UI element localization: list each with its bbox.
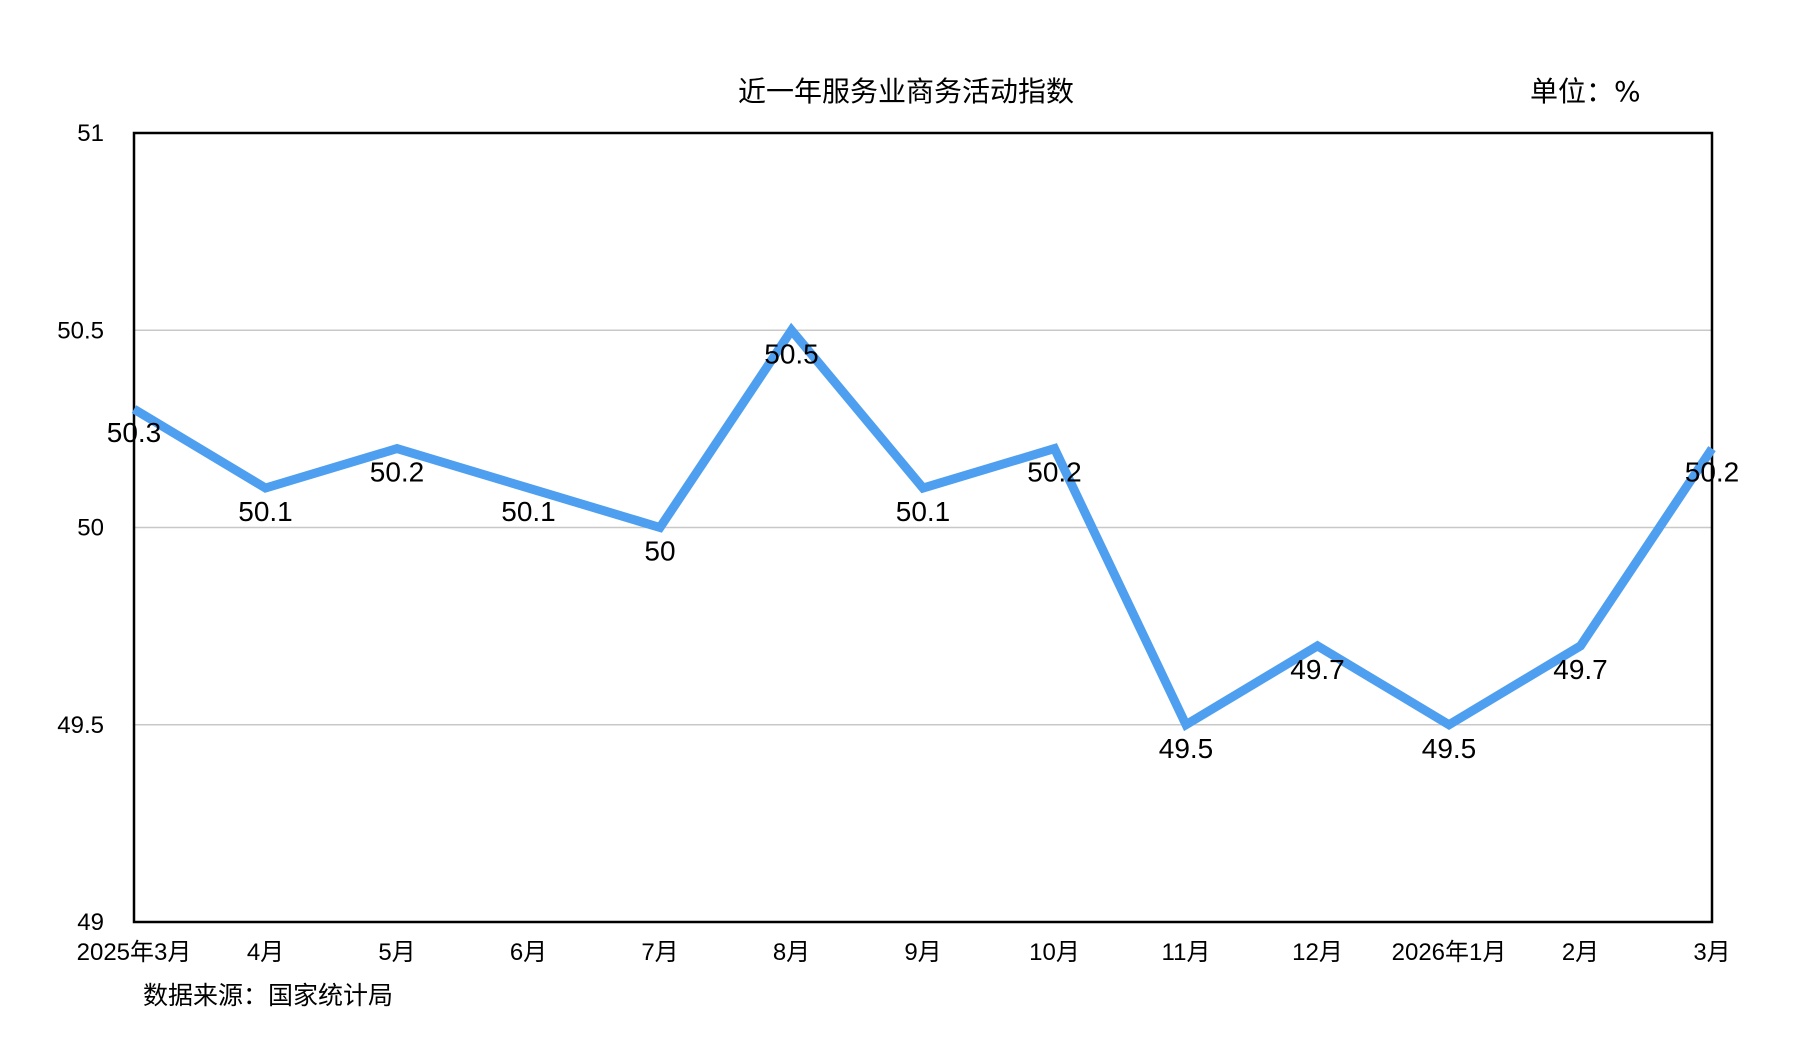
data-label: 50.1 <box>501 496 556 527</box>
x-tick-label: 7月 <box>641 939 678 966</box>
x-tick-label: 5月 <box>378 939 415 966</box>
data-label: 50.1 <box>238 496 293 527</box>
chart-title: 近一年服务业商务活动指数 <box>737 75 1074 108</box>
plot-frame <box>132 131 1714 924</box>
data-label: 49.5 <box>1422 733 1477 764</box>
x-tick-label: 10月 <box>1029 939 1080 966</box>
x-tick-label: 6月 <box>510 939 547 966</box>
y-tick-label: 51 <box>77 120 104 147</box>
y-tick-label: 49 <box>77 909 104 936</box>
y-tick-label: 50 <box>77 515 104 542</box>
data-label: 50.2 <box>1027 457 1082 488</box>
data-label: 50.5 <box>764 338 819 369</box>
x-tick-label: 2026年1月 <box>1392 939 1507 966</box>
data-label: 50.1 <box>896 496 951 527</box>
x-tick-label: 9月 <box>904 939 941 966</box>
data-label: 50 <box>644 536 675 567</box>
unit-label: 单位：% <box>1530 75 1641 108</box>
data-label: 49.7 <box>1290 654 1345 685</box>
x-tick-label: 12月 <box>1292 939 1343 966</box>
data-label: 49.5 <box>1159 733 1214 764</box>
x-tick-label: 8月 <box>773 939 810 966</box>
data-label: 50.2 <box>1685 457 1740 488</box>
data-label: 49.7 <box>1553 654 1608 685</box>
x-tick-label: 2025年3月 <box>77 939 192 966</box>
data-label: 50.3 <box>107 417 162 448</box>
data-label: 50.2 <box>370 457 425 488</box>
x-tick-label: 4月 <box>247 939 284 966</box>
x-tick-label: 2月 <box>1562 939 1599 966</box>
series-line <box>131 322 1716 732</box>
x-tick-label: 11月 <box>1162 939 1211 966</box>
source-note: 数据来源：国家统计局 <box>143 981 394 1010</box>
y-tick-label: 50.5 <box>57 317 104 344</box>
y-tick-label: 49.5 <box>57 712 104 739</box>
x-tick-label: 3月 <box>1693 939 1730 966</box>
